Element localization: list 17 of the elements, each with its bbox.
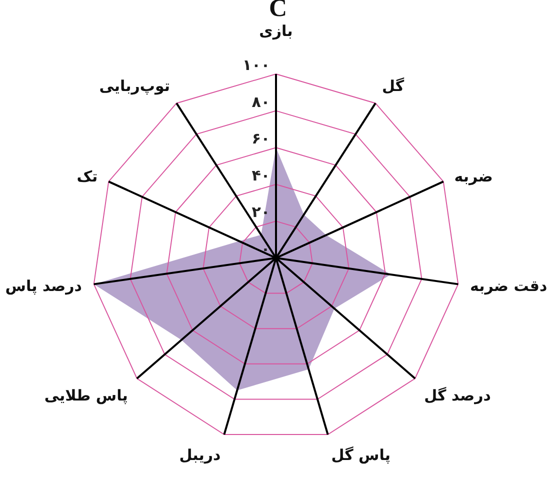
spoke-label: تک xyxy=(76,168,98,186)
y-tick-label: ۸۰ xyxy=(252,92,270,111)
spoke-label: دریبل xyxy=(179,446,222,464)
spoke-label: دقت ضربه xyxy=(470,276,548,295)
y-tick-label: ۰ xyxy=(260,240,270,258)
spoke-label: بازی xyxy=(259,22,293,40)
spoke-label: پاس گل xyxy=(331,446,391,464)
spoke-label: پاس طلایی xyxy=(44,386,128,404)
spoke-label: درصد پاس xyxy=(5,276,82,295)
spoke-label: ضربه xyxy=(454,168,493,186)
y-tick-label: ۶۰ xyxy=(252,130,270,148)
y-tick-label: ۴۰ xyxy=(252,166,270,184)
spoke-label: توپ‌ربایی xyxy=(99,77,170,96)
y-tick-label: ۱۰۰ xyxy=(242,56,270,74)
y-tick-label: ۲۰ xyxy=(252,203,270,222)
spoke-label: گل xyxy=(382,77,404,96)
spoke-label: درصد گل xyxy=(424,386,492,404)
